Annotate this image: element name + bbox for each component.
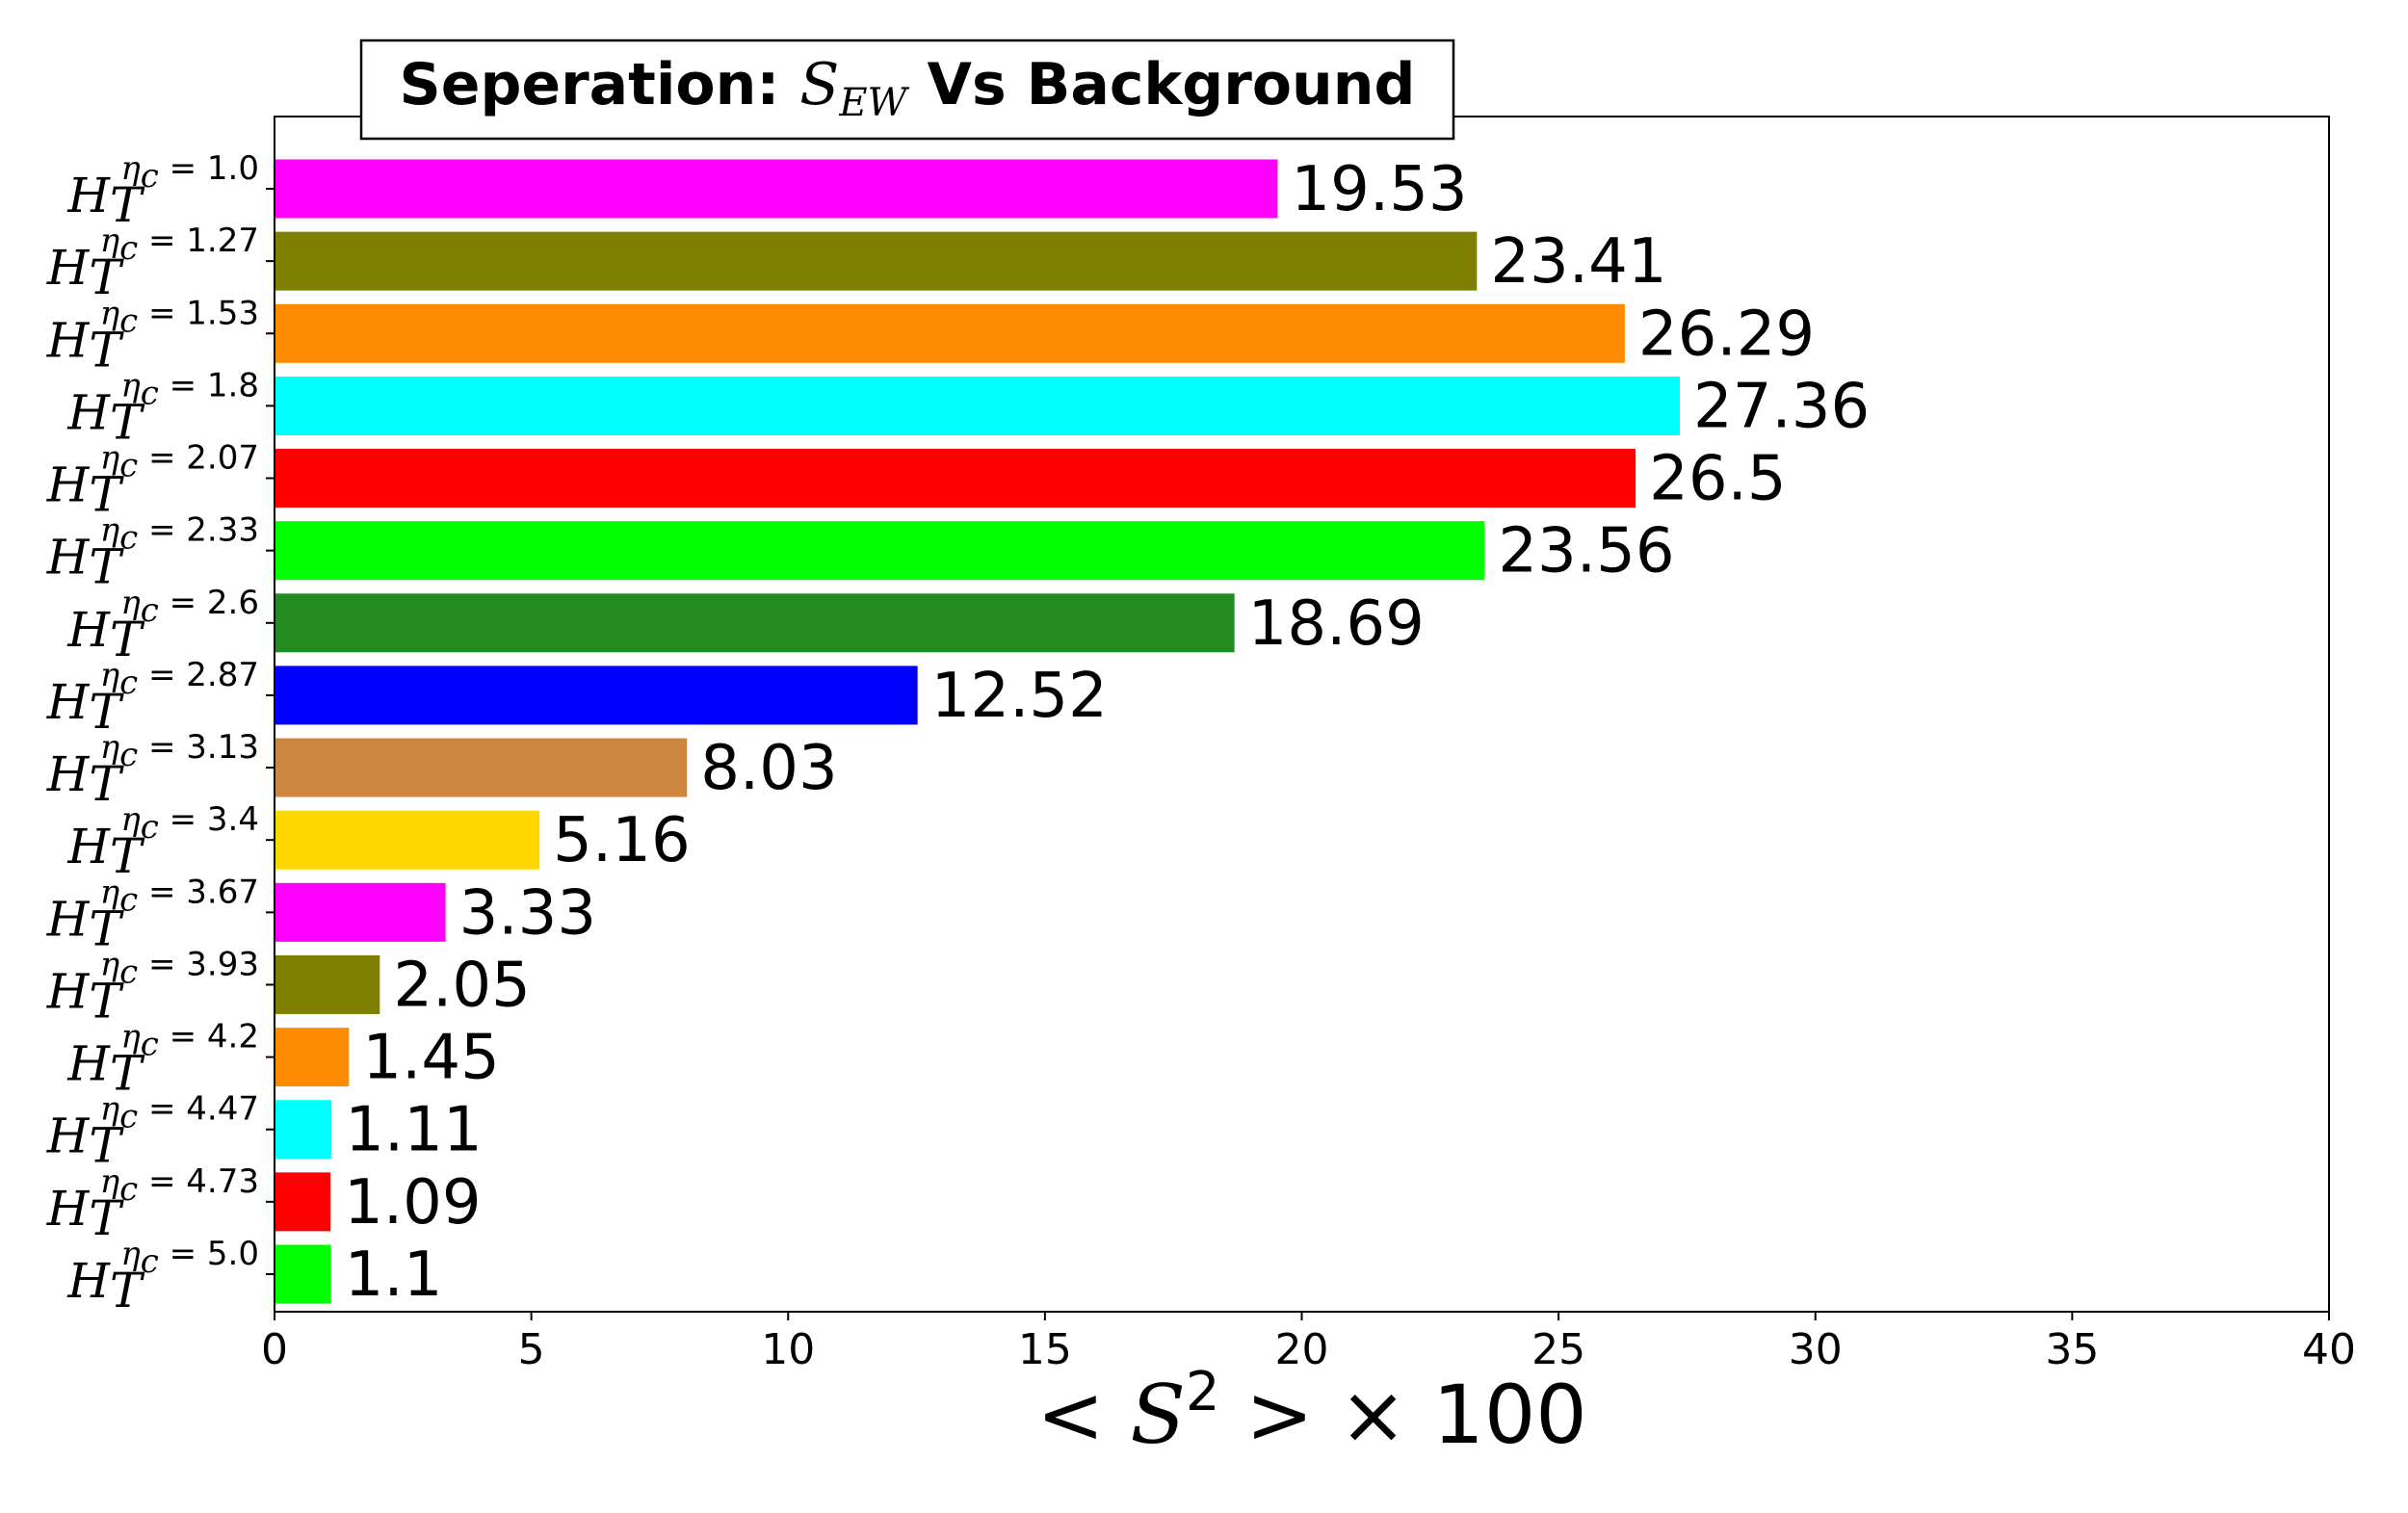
- bar-value-label-8: 12.52: [931, 661, 1108, 732]
- bar-value-label-13: 1.45: [362, 1023, 500, 1094]
- bar-value-label-7: 18.69: [1248, 588, 1425, 660]
- y-tick-label-3: HTηc = 1.53: [46, 294, 259, 378]
- xlabel-power: 2: [1186, 1361, 1220, 1423]
- bars-group: [275, 159, 1680, 1304]
- x-tick-label-25: 25: [1531, 1325, 1585, 1374]
- y-tick-label-5: HTηc = 2.07: [46, 439, 259, 523]
- x-tick-label-40: 40: [2302, 1325, 2356, 1374]
- bar-value-label-14: 1.11: [345, 1095, 483, 1166]
- bar-value-label-3: 26.29: [1638, 299, 1815, 370]
- y-tick-label-11: HTηc = 3.67: [46, 873, 259, 956]
- bar-value-label-6: 23.56: [1498, 516, 1674, 587]
- bar-value-label-12: 2.05: [393, 950, 531, 1021]
- bar-11: [275, 882, 446, 942]
- x-axis-label: < S2 > × 100: [1036, 1361, 1586, 1462]
- xlabel-symbol: S: [1130, 1368, 1186, 1462]
- x-tick-label-0: 0: [261, 1325, 288, 1374]
- y-tick-label-10: HTηc = 3.4: [66, 800, 259, 884]
- bar-value-label-2: 23.41: [1490, 226, 1666, 298]
- x-axis-ticks: 0 5 10 15 20 25 30 35 40: [261, 1312, 2356, 1374]
- y-tick-label-2: HTηc = 1.27: [46, 222, 259, 305]
- bar-value-label-1: 19.53: [1291, 154, 1467, 225]
- svg-text:Seperation: SEW Vs Background: Seperation: SEW Vs Background: [400, 51, 1416, 125]
- xlabel-open: <: [1036, 1368, 1130, 1462]
- bar-value-label-10: 5.16: [553, 805, 691, 876]
- y-tick-label-9: HTηc = 3.13: [46, 728, 259, 812]
- y-tick-label-4: HTηc = 1.8: [66, 366, 259, 450]
- bar-15: [275, 1172, 331, 1232]
- bar-value-label-15: 1.09: [344, 1167, 482, 1239]
- y-tick-label-7: HTηc = 2.6: [66, 584, 259, 667]
- bar-3: [275, 303, 1625, 363]
- title-suffix: Vs Background: [907, 51, 1416, 118]
- x-tick-label-20: 20: [1275, 1325, 1329, 1374]
- bar-16: [275, 1244, 331, 1304]
- bar-value-label-5: 26.5: [1649, 444, 1787, 515]
- bar-value-label-9: 8.03: [700, 733, 838, 804]
- x-tick-label-35: 35: [2045, 1325, 2099, 1374]
- y-tick-label-12: HTηc = 3.93: [46, 945, 259, 1029]
- bar-7: [275, 593, 1235, 653]
- x-tick-label-5: 5: [518, 1325, 545, 1374]
- title-prefix: Seperation:: [400, 51, 800, 118]
- bar-value-label-16: 1.1: [345, 1239, 443, 1311]
- x-tick-label-15: 15: [1018, 1325, 1072, 1374]
- bar-14: [275, 1100, 332, 1160]
- x-tick-label-30: 30: [1789, 1325, 1843, 1374]
- bar-4: [275, 376, 1680, 435]
- svg-text:< S2 > × 100: < S2 > × 100: [1036, 1361, 1586, 1462]
- bar-5: [275, 449, 1636, 509]
- bar-8: [275, 665, 918, 725]
- bar-1: [275, 159, 1278, 219]
- y-tick-label-8: HTηc = 2.87: [46, 656, 259, 740]
- y-tick-label-15: HTηc = 4.73: [46, 1162, 259, 1246]
- bar-13: [275, 1028, 350, 1087]
- bar-6: [275, 521, 1485, 581]
- chart-title: Seperation: SEW Vs Background: [359, 39, 1455, 141]
- bar-value-label-11: 3.33: [459, 877, 597, 949]
- bar-2: [275, 231, 1478, 291]
- xlabel-close: > × 100: [1220, 1368, 1587, 1462]
- x-tick-label-10: 10: [761, 1325, 815, 1374]
- y-tick-label-14: HTηc = 4.47: [46, 1090, 259, 1174]
- title-subscript: EW: [838, 81, 909, 125]
- y-tick-label-16: HTηc = 5.0: [66, 1235, 259, 1318]
- y-tick-label-13: HTηc = 4.2: [66, 1018, 259, 1102]
- title-symbol: S: [799, 51, 839, 118]
- bar-value-label-4: 27.36: [1693, 371, 1870, 442]
- y-tick-label-1: HTηc = 1.0: [66, 149, 259, 233]
- y-tick-label-6: HTηc = 2.33: [46, 511, 259, 595]
- bar-12: [275, 954, 380, 1014]
- bar-9: [275, 738, 688, 797]
- bar-10: [275, 810, 540, 870]
- title-box: [359, 39, 1455, 141]
